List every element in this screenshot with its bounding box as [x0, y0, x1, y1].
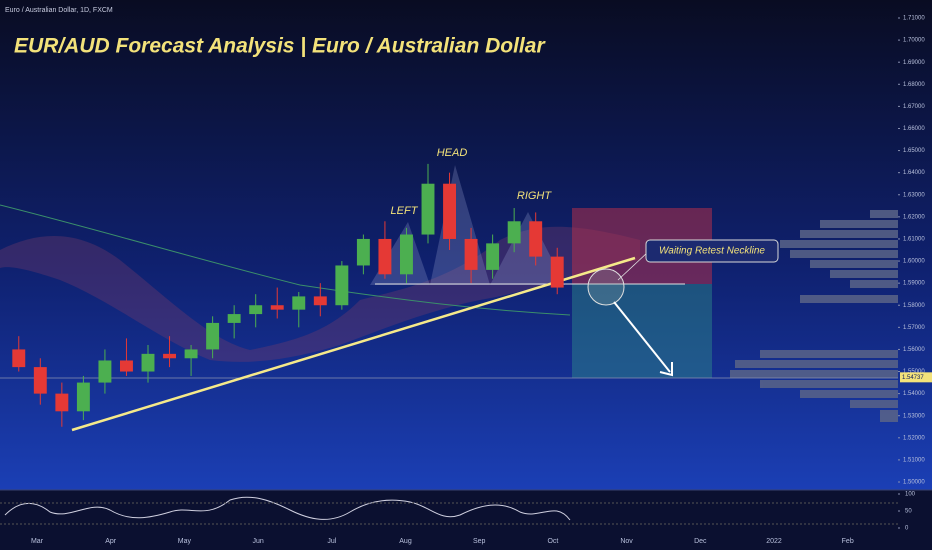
last-price-box	[900, 372, 932, 383]
candle-body	[507, 221, 521, 244]
y-tick-label: 1.65000	[903, 148, 925, 154]
candle-body	[163, 353, 176, 359]
x-tick-label: Aug	[399, 538, 412, 545]
candle-body	[529, 221, 543, 257]
x-tick-label: Jun	[252, 538, 263, 545]
forecast-arrow	[613, 301, 671, 373]
chart-header: Euro / Australian Dollar, 1D, FXCM	[5, 7, 113, 14]
x-tick-label: Mar	[31, 538, 44, 545]
time-axis	[0, 530, 932, 550]
osc-tick-label: 0	[905, 526, 909, 532]
head-shoulders-shape	[370, 165, 565, 285]
right-label: RIGHT	[517, 190, 553, 202]
candle-body	[249, 305, 263, 315]
candle-body	[443, 183, 456, 239]
arrow-head	[659, 362, 673, 377]
x-tick-label: Dec	[694, 538, 707, 545]
y-tick-label: 1.69000	[903, 60, 925, 66]
ichimoku-cloud	[0, 226, 640, 362]
y-tick-label: 1.59000	[903, 281, 925, 287]
last-price-label: 1.54737	[902, 375, 924, 381]
moving-average	[0, 204, 571, 316]
x-tick-label: 2022	[766, 538, 782, 545]
candle-body	[270, 305, 284, 310]
callout-box	[645, 239, 779, 263]
y-tick-label: 1.63000	[903, 192, 925, 198]
candle-body	[356, 238, 370, 266]
candle-body	[98, 360, 112, 383]
y-tick-label: 1.68000	[903, 82, 925, 88]
y-tick-label: 1.61000	[903, 237, 925, 243]
candle-body	[400, 234, 413, 275]
candle-body	[486, 243, 500, 270]
candle-body	[550, 256, 564, 288]
candle-body	[335, 265, 349, 306]
x-tick-label: Sep	[473, 538, 486, 545]
y-tick-label: 1.71000	[903, 16, 925, 22]
trendline	[71, 256, 636, 432]
y-tick-label: 1.51000	[903, 457, 925, 463]
y-tick-label: 1.64000	[903, 170, 925, 176]
callout-leader	[617, 251, 649, 281]
x-tick-label: Oct	[547, 538, 558, 545]
take-profit-zone	[572, 284, 712, 378]
candle-body	[464, 238, 478, 270]
chart-title: EUR/AUD Forecast Analysis | Euro / Austr…	[14, 35, 546, 58]
osc-tick-label: 50	[905, 509, 912, 515]
y-tick-label: 1.55000	[903, 369, 925, 375]
oscillator-line	[4, 496, 571, 521]
volume-profile	[730, 210, 898, 422]
candle-body	[141, 353, 155, 372]
candle-body	[227, 314, 241, 323]
y-tick-label: 1.67000	[903, 104, 925, 110]
candle-body	[206, 322, 220, 350]
y-tick-label: 1.50000	[903, 480, 925, 486]
candle-body	[292, 296, 306, 310]
x-tick-label: Nov	[620, 538, 633, 545]
y-tick-label: 1.62000	[903, 214, 925, 220]
candle-body	[120, 360, 133, 372]
y-tick-label: 1.52000	[903, 435, 925, 441]
y-tick-label: 1.56000	[903, 347, 925, 353]
head-label: HEAD	[437, 147, 468, 159]
retest-circle	[587, 268, 625, 306]
y-tick-label: 1.57000	[903, 325, 925, 331]
y-tick-label: 1.58000	[903, 303, 925, 309]
candle-body	[378, 238, 392, 275]
x-tick-label: Feb	[842, 538, 854, 545]
candle-body	[184, 349, 198, 359]
candle-body	[12, 349, 26, 368]
oscillator-pane	[0, 490, 932, 530]
candle-body	[76, 382, 90, 412]
left-label: LEFT	[391, 205, 419, 217]
y-tick-label: 1.60000	[903, 259, 925, 265]
candle-body	[55, 393, 69, 412]
x-tick-label: May	[178, 538, 192, 545]
y-tick-label: 1.66000	[903, 126, 925, 132]
y-tick-label: 1.70000	[903, 38, 925, 44]
candle-body	[313, 296, 327, 306]
x-tick-label: Jul	[327, 538, 336, 545]
candle-body	[33, 367, 47, 394]
candle-body	[421, 183, 435, 235]
callout-text: Waiting Retest Neckline	[659, 246, 765, 257]
y-tick-label: 1.54000	[903, 391, 925, 397]
x-tick-label: Apr	[105, 538, 117, 545]
osc-tick-label: 100	[905, 492, 916, 498]
y-tick-label: 1.53000	[903, 413, 925, 419]
